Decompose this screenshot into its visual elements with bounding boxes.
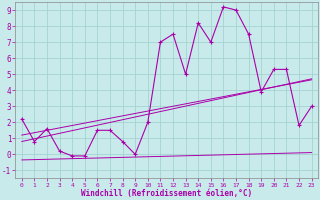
X-axis label: Windchill (Refroidissement éolien,°C): Windchill (Refroidissement éolien,°C) <box>81 189 252 198</box>
